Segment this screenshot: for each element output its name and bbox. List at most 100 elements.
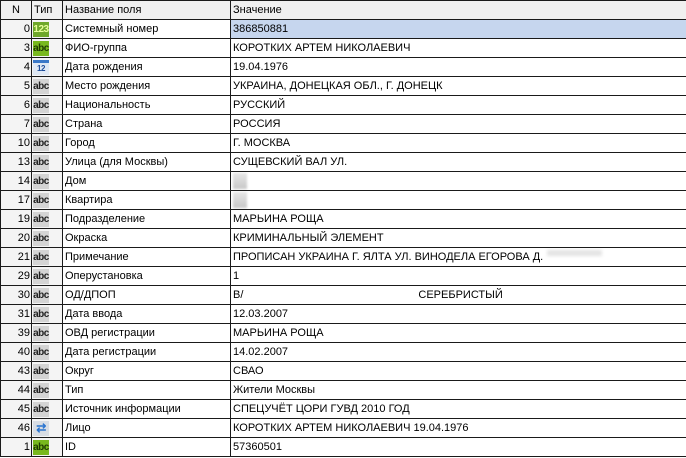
type-cell: abc xyxy=(31,228,63,248)
field-name: Улица (для Москвы) xyxy=(62,152,231,172)
column-header-type[interactable]: Тип xyxy=(31,0,63,20)
value-text: 386850881 xyxy=(233,23,289,35)
field-name: Тип xyxy=(62,380,231,400)
value-text: В/ xyxy=(233,289,244,301)
row-number: 39 xyxy=(0,323,32,343)
text-type-icon: abc xyxy=(33,401,49,417)
row-number: 31 xyxy=(0,304,32,324)
text-type-icon: abc xyxy=(33,249,49,265)
type-cell: abc xyxy=(31,399,63,419)
table-row[interactable]: 39 abc ОВД регистрации МАРЬИНА РОЩА xyxy=(0,323,686,343)
table-row[interactable]: 14 abc Дом xyxy=(0,171,686,191)
column-header-n[interactable]: N xyxy=(0,0,32,20)
field-value[interactable]: В/СЕРЕБРИСТЫЙ xyxy=(230,285,686,305)
type-cell: abc xyxy=(31,171,63,191)
row-number: 3 xyxy=(0,38,32,58)
table-row[interactable]: 43 abc Округ СВАО xyxy=(0,361,686,381)
number-type-icon: 123 xyxy=(33,21,49,37)
field-value[interactable]: 19.04.1976 xyxy=(230,57,686,77)
field-value[interactable]: КОРОТКИХ АРТЕМ НИКОЛАЕВИЧ 19.04.1976 xyxy=(230,418,686,438)
field-name: Примечание xyxy=(62,247,231,267)
row-number: 46 xyxy=(0,418,32,438)
text-type-icon: abc xyxy=(33,287,49,303)
row-number: 19 xyxy=(0,209,32,229)
text-key-type-icon: abc xyxy=(33,40,49,56)
table-row[interactable]: 3 abc ФИО-группа КОРОТКИХ АРТЕМ НИКОЛАЕВИЧ xyxy=(0,38,686,58)
type-cell: abc xyxy=(31,76,63,96)
table-row[interactable]: 10 abc Город Г. МОСКВА xyxy=(0,133,686,153)
row-number: 7 xyxy=(0,114,32,134)
type-cell: abc xyxy=(31,304,63,324)
type-cell: abc xyxy=(31,95,63,115)
field-value[interactable]: УКРАИНА, ДОНЕЦКАЯ ОБЛ., Г. ДОНЕЦК xyxy=(230,76,686,96)
text-type-icon: abc xyxy=(33,211,49,227)
table-row[interactable]: 5 abc Место рождения УКРАИНА, ДОНЕЦКАЯ ОБЛ.… xyxy=(0,76,686,96)
table-row[interactable]: 1 abc ID 57360501 xyxy=(0,437,686,457)
value-text: 57360501 xyxy=(233,441,282,453)
field-value[interactable]: 1 xyxy=(230,266,686,286)
table-row[interactable]: 0 123 Системный номер 386850881 xyxy=(0,19,686,39)
field-name: Дом xyxy=(62,171,231,191)
field-value[interactable]: КОРОТКИХ АРТЕМ НИКОЛАЕВИЧ xyxy=(230,38,686,58)
table-row[interactable]: 44 abc Тип Жители Москвы xyxy=(0,380,686,400)
field-value[interactable]: ПРОПИСАН УКРАИНА Г. ЯЛТА УЛ. ВИНОДЕЛА ЕГ… xyxy=(230,247,686,267)
value-text: МАРЬИНА РОЩА xyxy=(233,327,324,339)
text-type-icon: abc xyxy=(33,192,49,208)
field-value[interactable]: Жители Москвы xyxy=(230,380,686,400)
field-value[interactable]: Г. МОСКВА xyxy=(230,133,686,153)
table-row[interactable]: 6 abc Национальность РУССКИЙ xyxy=(0,95,686,115)
table-row[interactable]: 46 ⇄ Лицо КОРОТКИХ АРТЕМ НИКОЛАЕВИЧ 19.04.1… xyxy=(0,418,686,438)
table-row[interactable]: 40 abc Дата регистрации 14.02.2007 xyxy=(0,342,686,362)
field-value[interactable]: РОССИЯ xyxy=(230,114,686,134)
table-row[interactable]: 31 abc Дата ввода 12.03.2007 xyxy=(0,304,686,324)
row-number: 45 xyxy=(0,399,32,419)
text-type-icon: abc xyxy=(33,135,49,151)
field-name: ID xyxy=(62,437,231,457)
field-value[interactable]: СУЩЕВСКИЙ ВАЛ УЛ. xyxy=(230,152,686,172)
redacted-value xyxy=(547,250,603,256)
table-row[interactable]: 29 abc Оперустановка 1 xyxy=(0,266,686,286)
table-row[interactable]: 20 abc Окраска КРИМИНАЛЬНЫЙ ЭЛЕМЕНТ xyxy=(0,228,686,248)
field-value[interactable] xyxy=(230,171,686,191)
link-icon: ⇄ xyxy=(33,420,49,436)
column-header-name[interactable]: Название поля xyxy=(62,0,231,20)
field-name: Квартира xyxy=(62,190,231,210)
row-number: 21 xyxy=(0,247,32,267)
column-header-value[interactable]: Значение xyxy=(230,0,686,20)
value-text: УКРАИНА, ДОНЕЦКАЯ ОБЛ., Г. ДОНЕЦК xyxy=(233,80,443,92)
field-value[interactable]: СПЕЦУЧЁТ ЦОРИ ГУВД 2010 ГОД xyxy=(230,399,686,419)
table-row[interactable]: 7 abc Страна РОССИЯ xyxy=(0,114,686,134)
calendar-icon: 12 xyxy=(33,59,49,75)
field-name: Страна xyxy=(62,114,231,134)
value-text: 1 xyxy=(233,270,240,282)
field-value[interactable]: 12.03.2007 xyxy=(230,304,686,324)
value-text: КОРОТКИХ АРТЕМ НИКОЛАЕВИЧ 19.04.1976 xyxy=(233,422,469,434)
field-value[interactable] xyxy=(230,190,686,210)
type-cell: abc xyxy=(31,247,63,267)
field-value[interactable]: МАРЬИНА РОЩА xyxy=(230,209,686,229)
field-value[interactable]: 57360501 xyxy=(230,437,686,457)
type-cell: abc xyxy=(31,380,63,400)
row-number: 43 xyxy=(0,361,32,381)
table-row[interactable]: 19 abc Подразделение МАРЬИНА РОЩА xyxy=(0,209,686,229)
type-cell: abc xyxy=(31,285,63,305)
field-value[interactable]: КРИМИНАЛЬНЫЙ ЭЛЕМЕНТ xyxy=(230,228,686,248)
field-value[interactable]: 14.02.2007 xyxy=(230,342,686,362)
table-row[interactable]: 45 abc Источник информации СПЕЦУЧЁТ ЦОРИ ГУ… xyxy=(0,399,686,419)
table-row[interactable]: 13 abc Улица (для Москвы) СУЩЕВСКИЙ ВАЛ УЛ. xyxy=(0,152,686,172)
table-row[interactable]: 30 abc ОД/ДПОП В/СЕРЕБРИСТЫЙ xyxy=(0,285,686,305)
field-value[interactable]: РУССКИЙ xyxy=(230,95,686,115)
table-row[interactable]: 17 abc Квартира xyxy=(0,190,686,210)
row-number: 14 xyxy=(0,171,32,191)
field-name: ФИО-группа xyxy=(62,38,231,58)
row-number: 1 xyxy=(0,437,32,457)
table-row[interactable]: 4 12 Дата рождения 19.04.1976 xyxy=(0,57,686,77)
redacted-value xyxy=(233,173,247,190)
field-value[interactable]: 386850881 xyxy=(230,19,686,39)
value-text: РУССКИЙ xyxy=(233,99,286,111)
type-cell: abc xyxy=(31,342,63,362)
field-value[interactable]: СВАО xyxy=(230,361,686,381)
type-cell: abc xyxy=(31,323,63,343)
table-row[interactable]: 21 abc Примечание ПРОПИСАН УКРАИНА Г. ЯЛТА … xyxy=(0,247,686,267)
field-value[interactable]: МАРЬИНА РОЩА xyxy=(230,323,686,343)
